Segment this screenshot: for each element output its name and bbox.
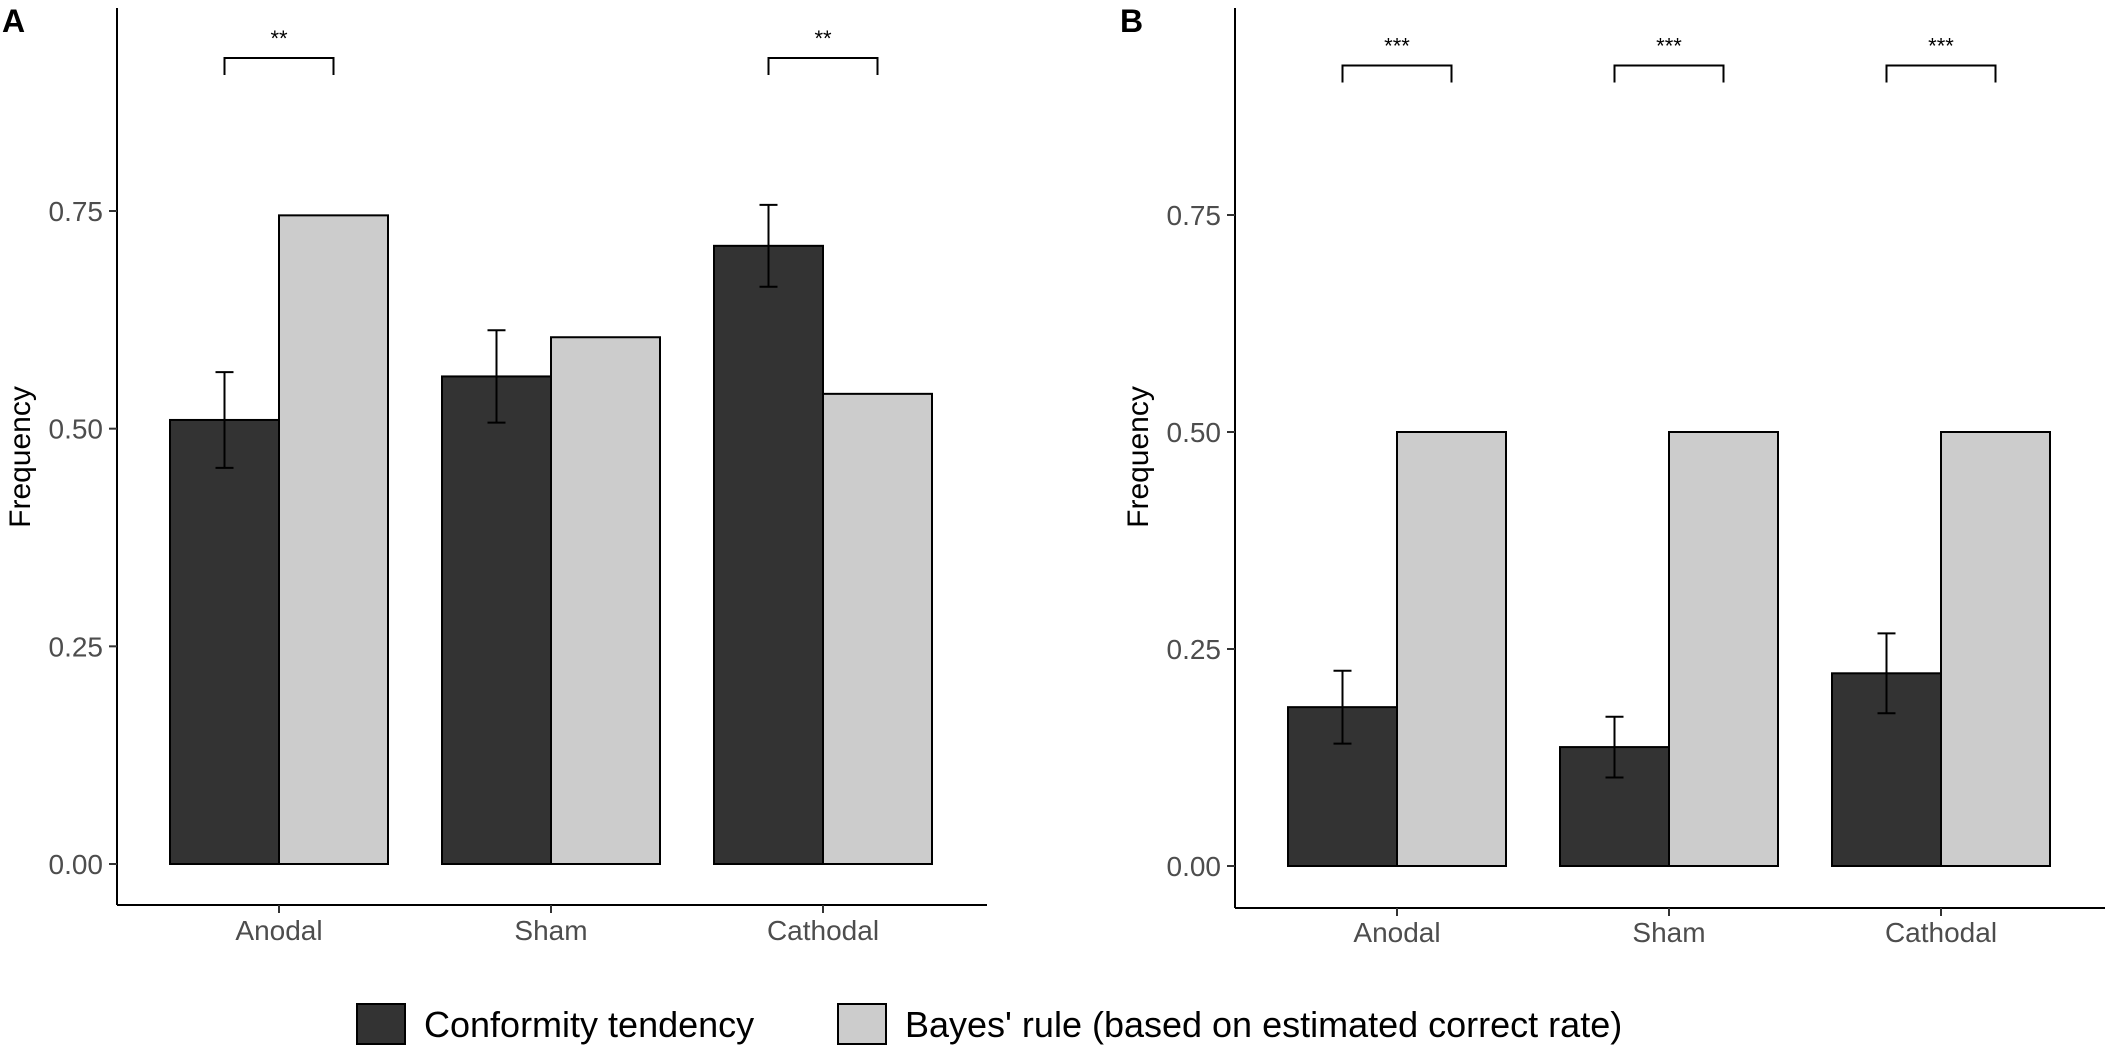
y-axis-title: Frequency	[4, 386, 37, 528]
legend-swatch-bayes	[837, 1003, 887, 1045]
bar-conformity	[441, 375, 552, 865]
panel-a: A Frequency 0.00 0.25 0.50 0.75 Anodal Sham Cath…	[2, 3, 987, 946]
y-tick-label: 0.00	[49, 849, 104, 880]
significance-bracket	[1885, 64, 1997, 83]
x-tick-label: Cathodal	[767, 915, 879, 946]
legend-label: Bayes' rule (based on estimated correct …	[905, 1004, 1622, 1045]
bar-bayes	[278, 214, 389, 865]
x-tick-label: Sham	[514, 915, 587, 946]
y-axis-title: Frequency	[1122, 386, 1155, 528]
bar-bayes	[1396, 431, 1507, 867]
y-tick-label: 0.50	[1167, 417, 1222, 448]
x-tick-label: Anodal	[235, 915, 322, 946]
significance-label: **	[814, 26, 832, 51]
significance-bracket	[223, 56, 335, 75]
significance-bracket	[767, 56, 879, 75]
legend-label: Conformity tendency	[424, 1004, 754, 1045]
panel-b: B Frequency 0.00 0.25 0.50 0.75 Anodal Sham Cath…	[1120, 3, 2105, 948]
bar-conformity	[713, 244, 824, 865]
x-tick-label: Cathodal	[1885, 917, 1997, 948]
bar-bayes	[1668, 431, 1779, 867]
y-tick-label: 0.25	[1167, 634, 1222, 665]
significance-label: ***	[1928, 33, 1954, 58]
bar-bayes	[1940, 431, 2051, 867]
bar-conformity	[169, 418, 280, 865]
significance-label: **	[270, 26, 288, 51]
significance-label: ***	[1656, 33, 1682, 58]
significance-bracket	[1613, 64, 1725, 83]
y-tick-label: 0.75	[1167, 200, 1222, 231]
bar-bayes	[822, 392, 933, 865]
x-tick-label: Sham	[1632, 917, 1705, 948]
significance-bracket	[1341, 64, 1453, 83]
y-tick-label: 0.00	[1167, 851, 1222, 882]
legend: Conformity tendency Bayes' rule (based on…	[356, 1003, 1622, 1045]
bar-bayes	[550, 336, 661, 866]
panel-tag: A	[2, 3, 25, 39]
y-tick-label: 0.50	[49, 414, 104, 445]
legend-swatch-conformity	[356, 1003, 406, 1045]
panel-tag: B	[1120, 3, 1143, 39]
y-tick-label: 0.75	[49, 196, 104, 227]
y-tick-label: 0.25	[49, 631, 104, 662]
x-tick-label: Anodal	[1353, 917, 1440, 948]
significance-label: ***	[1384, 33, 1410, 58]
